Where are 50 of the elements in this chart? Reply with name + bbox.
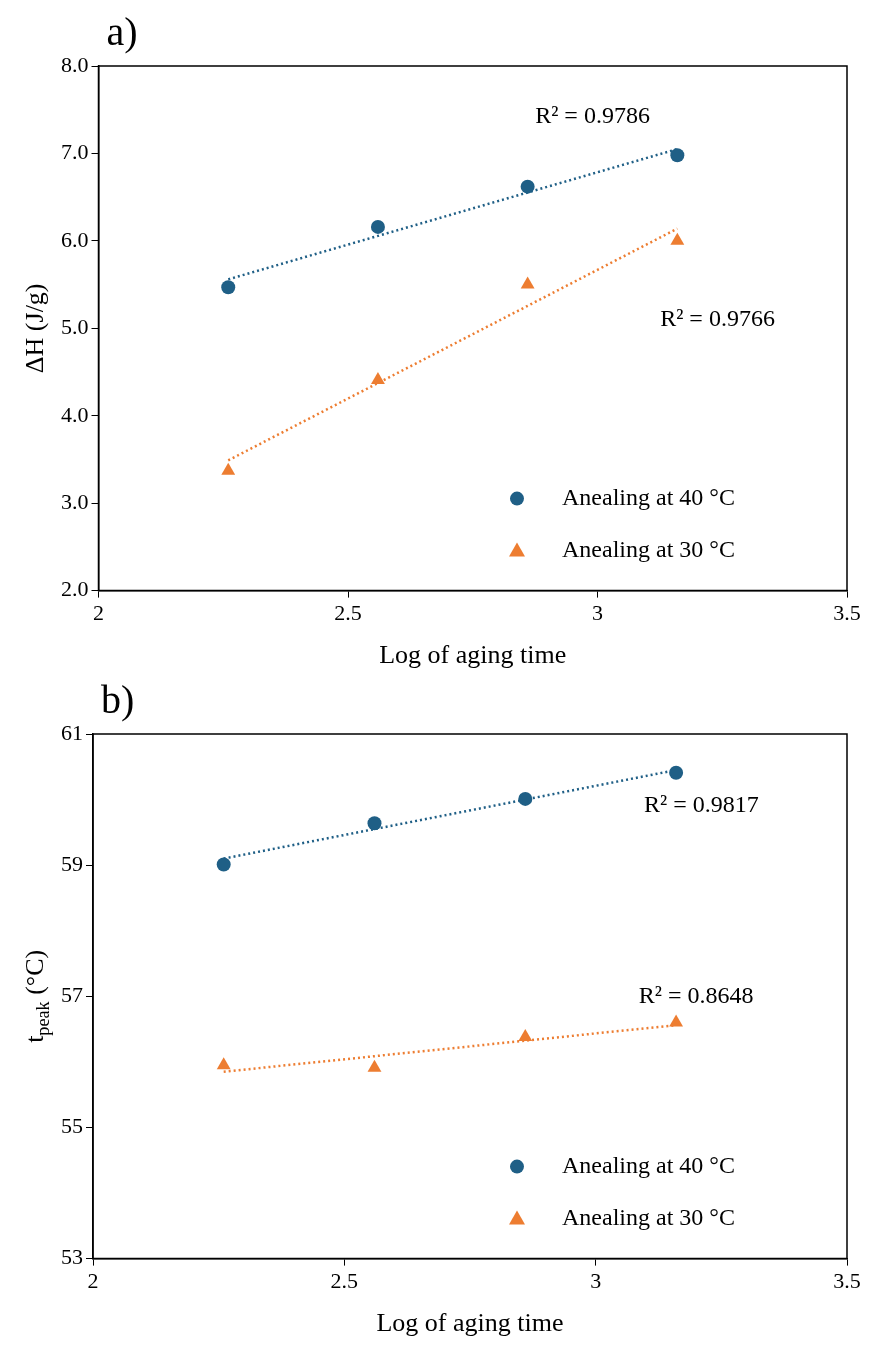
- y-tick-label: 61: [61, 719, 83, 745]
- x-tick-label: 2.5: [334, 599, 362, 625]
- y-tick-label: 5.0: [61, 314, 89, 340]
- point: [520, 179, 535, 194]
- y-axis-title: tpeak (°C): [19, 949, 53, 1043]
- point: [371, 371, 385, 384]
- y-tick-label: 4.0: [61, 401, 89, 427]
- point: [520, 276, 535, 289]
- y-tick-label: 53: [61, 1244, 83, 1270]
- legend-label: Anealing at 40 °C: [562, 483, 735, 510]
- legend-label: Anealing at 30 °C: [562, 1203, 735, 1230]
- y-tick-label: 2.0: [61, 576, 89, 602]
- annotation: R² = 0.8648: [638, 981, 754, 1008]
- point: [669, 1014, 684, 1027]
- y-tick-label: 59: [61, 850, 83, 876]
- annotation: R² = 0.9786: [535, 102, 650, 129]
- point: [367, 816, 382, 831]
- y-tick-label: 3.0: [61, 488, 89, 514]
- chart-title: a): [106, 8, 138, 54]
- point: [221, 462, 236, 475]
- legend-label: Anealing at 40 °C: [562, 1151, 735, 1178]
- point: [221, 280, 236, 295]
- point: [670, 232, 685, 245]
- x-tick-label: 2: [87, 1267, 99, 1293]
- y-tick-label: 8.0: [61, 51, 89, 77]
- x-axis-title: Log of aging time: [376, 1307, 564, 1337]
- x-tick-label: 3.5: [833, 599, 861, 625]
- point: [367, 1059, 382, 1072]
- point: [669, 765, 684, 780]
- x-tick-label: 3: [592, 599, 603, 625]
- point: [518, 791, 533, 806]
- point: [370, 219, 385, 234]
- y-tick-label: 57: [61, 982, 83, 1008]
- x-tick-label: 3: [590, 1267, 602, 1293]
- legend-label: Anealing at 30 °C: [562, 535, 735, 562]
- chart-title: b): [101, 676, 135, 722]
- y-tick-label: 7.0: [61, 139, 89, 165]
- x-axis-title: Log of aging time: [379, 639, 567, 669]
- x-tick-label: 3.5: [833, 1267, 861, 1293]
- y-tick-label: 6.0: [61, 226, 89, 252]
- annotation: R² = 0.9766: [660, 304, 775, 331]
- point: [216, 857, 231, 872]
- annotation: R² = 0.9817: [644, 791, 759, 818]
- point: [670, 148, 685, 163]
- y-tick-label: 55: [61, 1113, 83, 1139]
- point: [216, 1057, 231, 1070]
- point: [518, 1028, 533, 1041]
- x-tick-label: 2.5: [330, 1267, 359, 1293]
- x-tick-label: 2: [93, 599, 104, 625]
- y-axis-title: ΔH (J/g): [19, 283, 49, 374]
